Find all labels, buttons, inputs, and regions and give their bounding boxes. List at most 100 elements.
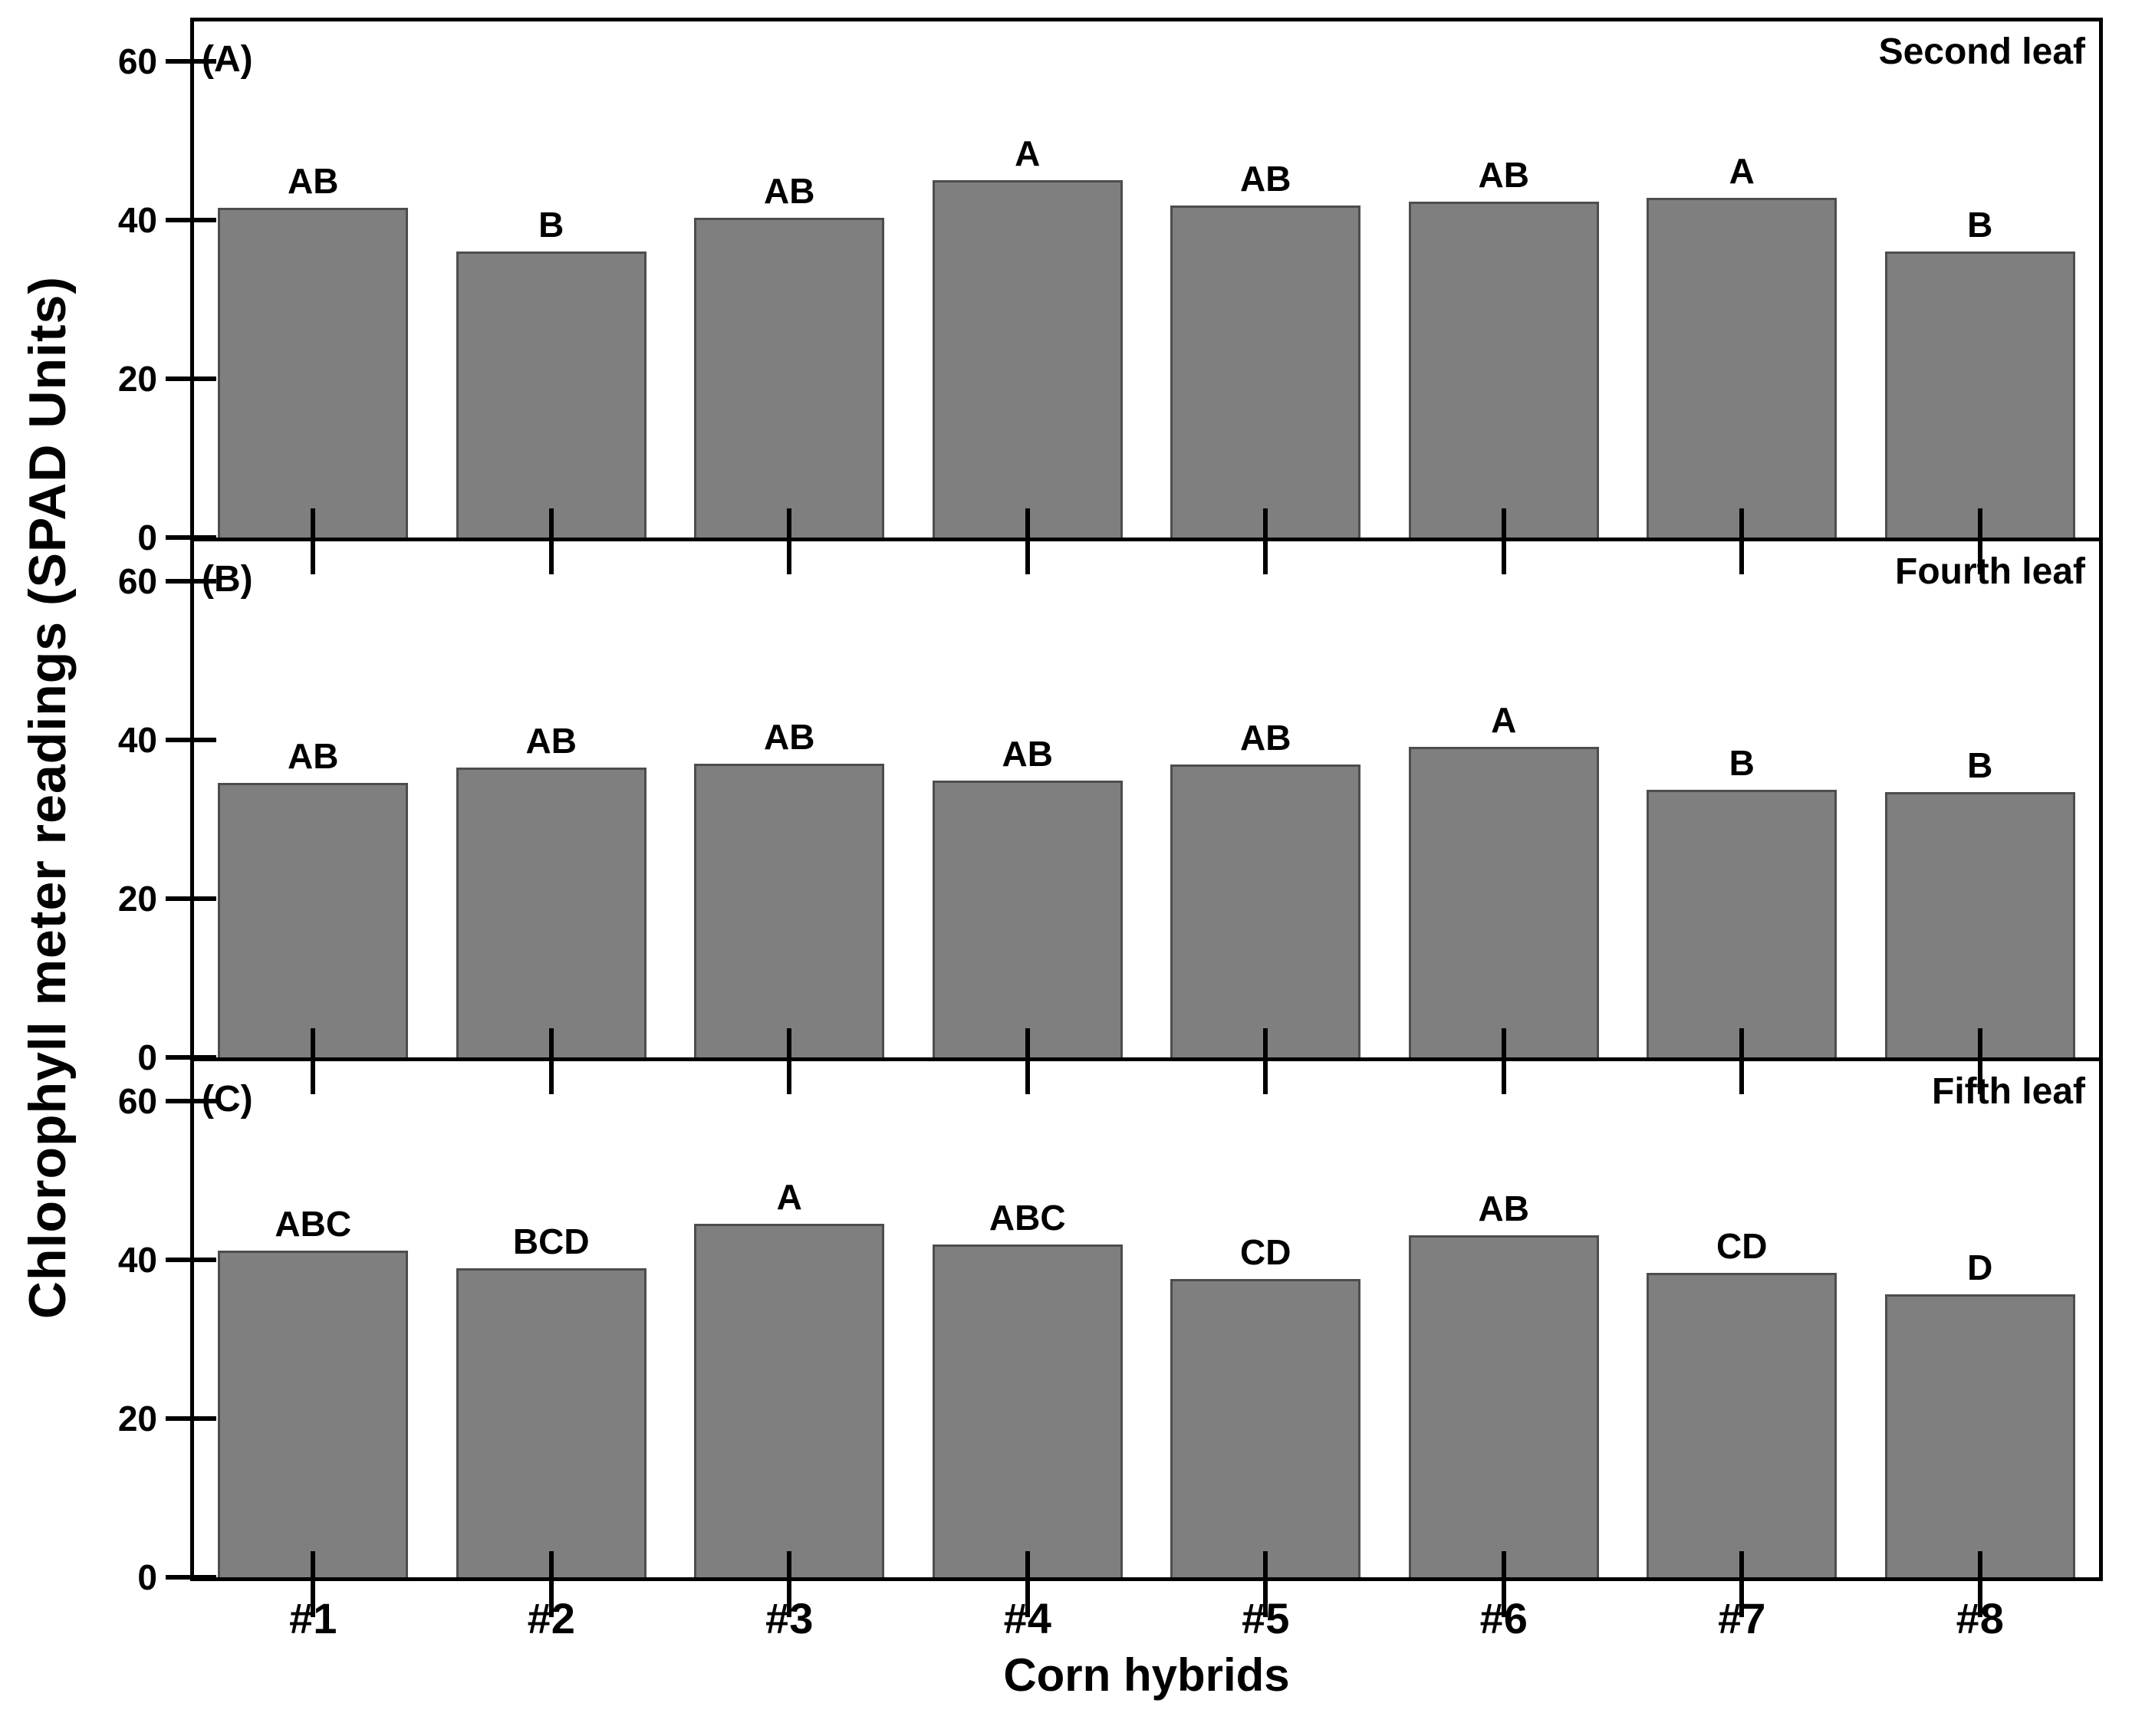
y-tick-mark	[166, 737, 216, 742]
bar-hybrid-7	[1647, 1273, 1838, 1577]
y-axis-title: Chlorophyll meter readings (SPAD Units)	[18, 275, 77, 1320]
significance-letter: A	[1015, 133, 1041, 174]
panel-fifth-leaf: 0 20 40 60 ABC BCD A ABC CD AB CD D (C) Fifth leaf	[118, 1061, 2099, 1617]
x-tick-mark	[1263, 1028, 1268, 1094]
significance-letter: AB	[764, 716, 815, 757]
bar-hybrid-5	[1170, 1278, 1361, 1577]
x-tick-mark	[1739, 1551, 1745, 1617]
y-tick-label: 0	[137, 1557, 157, 1597]
x-axis-tick-labels: #1 #2 #3 #4 #5 #6 #7 #8	[194, 1593, 2099, 1643]
y-tick-mark	[166, 1415, 216, 1421]
y-tick-label: 40	[117, 1239, 157, 1280]
y-tick-mark	[166, 535, 216, 540]
significance-letter: AB	[525, 721, 577, 761]
bar-hybrid-1	[218, 208, 409, 538]
y-tick-label: 60	[117, 561, 157, 601]
bar-hybrid-6	[1408, 747, 1599, 1057]
bar-hybrid-5	[1170, 764, 1361, 1057]
y-tick-mark	[166, 58, 216, 64]
bar-hybrid-4	[932, 1244, 1123, 1577]
x-tick-mark	[1977, 1028, 1982, 1094]
x-tick-mark	[1739, 1028, 1745, 1094]
significance-letter: AB	[1240, 159, 1291, 199]
significance-letter: B	[1967, 745, 1993, 786]
panel-second-leaf: 0 20 40 60 AB B AB A AB AB A B (A) Second leaf	[118, 21, 2099, 574]
x-tick-mark	[1025, 1028, 1030, 1094]
x-tick-mark	[1025, 508, 1030, 574]
bar-hybrid-3	[694, 217, 885, 538]
significance-letter: CD	[1240, 1231, 1291, 1272]
x-tick-mark	[1977, 508, 1982, 574]
y-tick-label: 60	[117, 1080, 157, 1121]
bar-hybrid-1	[218, 1251, 409, 1577]
bar-hybrid-8	[1884, 792, 2075, 1057]
significance-letter: B	[1967, 205, 1993, 245]
bar-hybrid-3	[694, 763, 885, 1057]
bar-hybrid-8	[1884, 252, 2075, 538]
panel-title: Fifth leaf	[1932, 1071, 2085, 1112]
panel-tag: (A)	[202, 38, 253, 80]
x-tick-mark	[548, 1551, 554, 1617]
significance-letter: AB	[1478, 1188, 1529, 1228]
bar-hybrid-6	[1408, 202, 1599, 538]
x-tick-mark	[548, 508, 554, 574]
x-tick-mark	[1263, 1551, 1268, 1617]
x-tick-mark	[1501, 508, 1506, 574]
y-tick-label: 20	[117, 1398, 157, 1438]
significance-letter: AB	[764, 170, 815, 211]
x-tick-mark	[1263, 508, 1268, 574]
panel-fourth-leaf: 0 20 40 60 AB AB AB AB AB A B B (B) Fourth leaf	[118, 541, 2099, 1094]
y-tick-label: 40	[117, 719, 157, 760]
bar-hybrid-5	[1170, 205, 1361, 538]
y-tick-mark	[166, 896, 216, 901]
significance-letter: BCD	[512, 1221, 590, 1262]
x-tick-mark	[1977, 1551, 1982, 1617]
x-tick-mark	[1739, 508, 1745, 574]
plot-area: 0 20 40 60 AB B AB A AB AB A B (A) Second leaf 0 20 40 60…	[118, 18, 2103, 1617]
significance-letter: A	[776, 1177, 802, 1218]
bar-hybrid-7	[1647, 790, 1838, 1057]
y-tick-mark	[166, 578, 216, 584]
y-tick-label: 20	[117, 878, 157, 919]
y-tick-mark	[166, 1098, 216, 1103]
significance-letter: B	[538, 205, 564, 245]
y-tick-mark	[166, 217, 216, 222]
bar-hybrid-2	[456, 252, 647, 538]
significance-letter: AB	[1478, 155, 1529, 196]
panel-title: Fourth leaf	[1895, 551, 2085, 592]
x-tick-mark	[311, 1028, 316, 1094]
bar-hybrid-4	[932, 180, 1123, 538]
y-tick-label: 60	[117, 41, 157, 81]
y-tick-label: 40	[117, 199, 157, 240]
x-tick-mark	[787, 508, 792, 574]
x-tick-mark	[311, 1551, 316, 1617]
x-axis-title: Corn hybrids	[1003, 1649, 1290, 1701]
significance-letter: ABC	[275, 1204, 352, 1244]
x-tick-mark	[1501, 1551, 1506, 1617]
bar-hybrid-4	[932, 780, 1123, 1057]
bar-hybrid-2	[456, 768, 647, 1057]
panel-tag: (C)	[202, 1078, 253, 1120]
x-tick-mark	[1501, 1028, 1506, 1094]
y-tick-mark	[166, 1257, 216, 1262]
panel-title: Second leaf	[1878, 31, 2085, 72]
x-tick-mark	[787, 1028, 792, 1094]
bar-hybrid-6	[1408, 1235, 1599, 1577]
bar-hybrid-3	[694, 1224, 885, 1577]
panel-tag: (B)	[202, 558, 253, 600]
y-tick-mark	[166, 1055, 216, 1060]
x-tick-mark	[311, 508, 316, 574]
y-tick-mark	[166, 376, 216, 381]
bar-hybrid-1	[218, 782, 409, 1057]
y-tick-mark	[166, 1575, 216, 1580]
significance-letter: CD	[1716, 1226, 1768, 1267]
significance-letter: A	[1729, 150, 1755, 191]
x-tick-mark	[787, 1551, 792, 1617]
significance-letter: AB	[288, 735, 339, 776]
y-tick-label: 20	[117, 358, 157, 399]
significance-letter: A	[1491, 700, 1517, 741]
bar-hybrid-2	[456, 1268, 647, 1577]
bar-hybrid-8	[1884, 1294, 2075, 1577]
significance-letter: B	[1729, 743, 1755, 784]
